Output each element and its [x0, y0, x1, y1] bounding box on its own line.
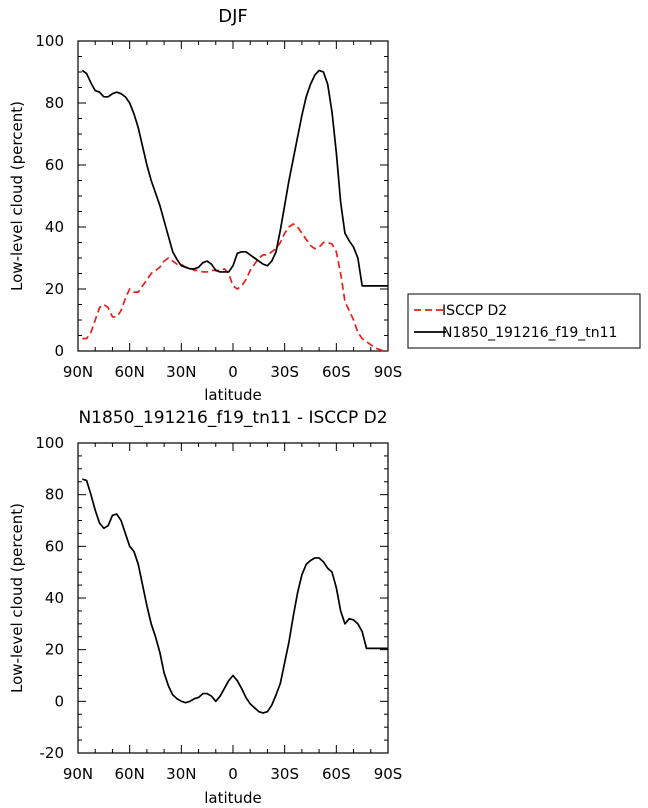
x-tick-label: 0 [228, 765, 238, 783]
chart-title: N1850_191216_f19_tn11 - ISCCP D2 [78, 408, 387, 428]
y-tick-label: 100 [35, 32, 64, 50]
chart-panel-2 [77, 442, 389, 754]
x-tick-label: 0 [228, 363, 238, 381]
x-tick-label: 60S [322, 765, 351, 783]
legend-box [407, 293, 641, 349]
x-tick-label: 90N [63, 363, 93, 381]
y-tick-label: 40 [45, 589, 64, 607]
y-tick-label: 60 [45, 537, 64, 555]
plot-frame [77, 40, 389, 352]
y-tick-label: 20 [45, 280, 64, 298]
x-axis-label: latitude [204, 386, 262, 404]
y-tick-label: 100 [35, 434, 64, 452]
y-tick-label: 80 [45, 94, 64, 112]
y-tick-label: 40 [45, 218, 64, 236]
x-tick-label: 60S [322, 363, 351, 381]
y-axis-label: Low-level cloud (percent) [8, 101, 26, 291]
y-tick-label: 0 [54, 342, 64, 360]
x-axis-label: latitude [204, 789, 262, 807]
series-line-1 [82, 478, 388, 714]
legend-label-2: N1850_191216_f19_tn11 [442, 325, 617, 341]
x-tick-label: 30N [166, 765, 196, 783]
x-tick-label: 60N [115, 363, 145, 381]
x-tick-label: 60N [115, 765, 145, 783]
y-tick-label: 80 [45, 486, 64, 504]
chart-panel-1 [77, 40, 641, 352]
x-tick-label: 90S [374, 765, 403, 783]
legend-label-1: ISCCP D2 [442, 303, 507, 319]
x-tick-label: 30S [270, 765, 299, 783]
chart-title: DJF [218, 6, 248, 27]
x-tick-label: 30S [270, 363, 299, 381]
series-line-1 [82, 223, 388, 352]
y-tick-label: 20 [45, 641, 64, 659]
series-line-2 [81, 69, 388, 287]
x-tick-label: 90S [374, 363, 403, 381]
x-tick-label: 30N [166, 363, 196, 381]
y-tick-label: 60 [45, 156, 64, 174]
x-tick-label: 90N [63, 765, 93, 783]
y-tick-label: -20 [40, 744, 65, 762]
y-axis-label: Low-level cloud (percent) [8, 503, 26, 693]
y-tick-label: 0 [54, 692, 64, 710]
plot-frame [77, 442, 389, 754]
